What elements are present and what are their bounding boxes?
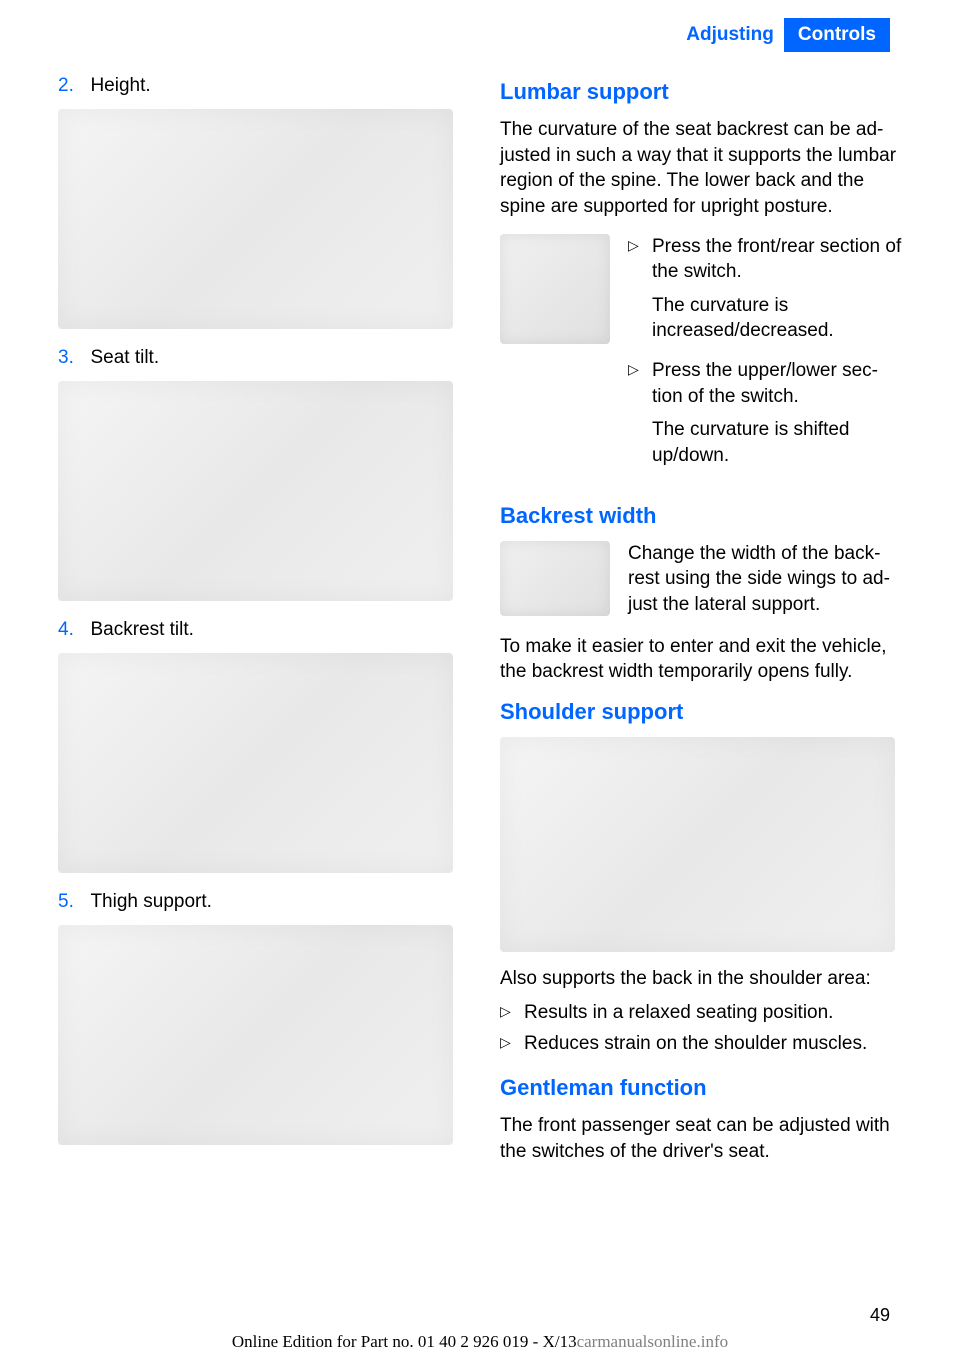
list-item-backrest-tilt: 4. Backrest tilt. [58,619,460,641]
thigh-support-illustration [58,925,453,1145]
lumbar-switch-illustration [500,234,610,344]
bullet-marker-icon: ▷ [628,358,652,477]
list-number: 3. [58,347,86,369]
bullet-item: ▷ Reduces strain on the shoulder muscles… [500,1031,902,1057]
left-column: 2. Height. 3. Seat tilt. 4. Backrest til… [58,75,460,1178]
list-item-height: 2. Height. [58,75,460,97]
backrest-width-note: To make it easier to enter and exit the … [500,634,902,685]
list-text: Height. [90,75,150,96]
bullet-text: The curvature is shifted up/down. [652,417,902,468]
bullet-marker-icon: ▷ [628,234,652,353]
shoulder-heading: Shoulder support [500,699,902,725]
bullet-content: Press the upper/lower sec‐tion of the sw… [652,358,902,477]
bullet-text: Results in a relaxed seating position. [524,1000,902,1026]
bullet-marker-icon: ▷ [500,1031,524,1057]
main-content: 2. Height. 3. Seat tilt. 4. Backrest til… [58,75,902,1178]
bullet-text: Reduces strain on the shoulder muscles. [524,1031,902,1057]
backrest-width-block: Change the width of the back‐rest using … [500,541,902,624]
bullet-text: Press the upper/lower sec‐tion of the sw… [652,358,902,409]
shoulder-support-illustration [500,737,895,952]
bullet-item: ▷ Results in a relaxed seating position. [500,1000,902,1026]
gentleman-heading: Gentleman function [500,1075,902,1101]
edition-text: Online Edition for Part no. 01 40 2 926 … [232,1332,577,1351]
right-column: Lumbar support The curvature of the seat… [500,75,902,1178]
list-text: Seat tilt. [90,347,159,368]
bullet-item: ▷ Press the upper/lower sec‐tion of the … [628,358,902,477]
page-number: 49 [870,1305,890,1326]
page-header: Adjusting Controls [676,18,890,52]
lumbar-intro: The curvature of the seat backrest can b… [500,117,902,220]
lumbar-switch-block: ▷ Press the front/rear section of the sw… [500,234,902,483]
bullet-item: ▷ Press the front/rear section of the sw… [628,234,902,353]
list-number: 5. [58,891,86,913]
list-number: 2. [58,75,86,97]
footer-edition: Online Edition for Part no. 01 40 2 926 … [0,1332,960,1352]
header-chapter-label: Controls [784,18,890,52]
seat-tilt-illustration [58,381,453,601]
bullet-content: Press the front/rear section of the swit… [652,234,902,353]
bullet-text: Press the front/rear section of the swit… [652,234,902,285]
backrest-width-heading: Backrest width [500,503,902,529]
list-number: 4. [58,619,86,641]
header-section-label: Adjusting [676,18,784,52]
backrest-tilt-illustration [58,653,453,873]
bullet-text: The curvature is increased/decreased. [652,293,902,344]
watermark-text: carmanualsonline.info [577,1332,729,1351]
lumbar-bullet-list: ▷ Press the front/rear section of the sw… [628,234,902,483]
gentleman-text: The front passenger seat can be adjusted… [500,1113,902,1164]
list-item-seat-tilt: 3. Seat tilt. [58,347,460,369]
list-text: Thigh support. [90,891,211,912]
shoulder-intro: Also supports the back in the shoulder a… [500,966,902,992]
list-text: Backrest tilt. [90,619,193,640]
lumbar-heading: Lumbar support [500,79,902,105]
bullet-marker-icon: ▷ [500,1000,524,1026]
backrest-width-illustration [500,541,610,616]
seat-height-illustration [58,109,453,329]
list-item-thigh-support: 5. Thigh support. [58,891,460,913]
